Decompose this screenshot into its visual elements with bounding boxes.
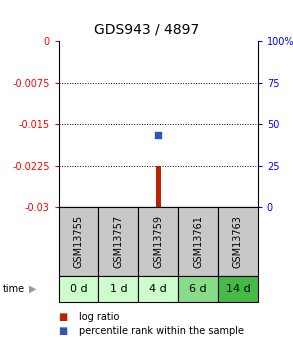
Text: GSM13759: GSM13759 (153, 215, 163, 268)
Bar (98, 207, 138, 276)
Text: GDS943 / 4897: GDS943 / 4897 (94, 22, 199, 37)
Bar (59, 207, 98, 276)
Bar (178, 207, 218, 276)
Bar (218, 207, 258, 276)
Text: 14 d: 14 d (226, 284, 250, 294)
Text: percentile rank within the sample: percentile rank within the sample (79, 326, 244, 336)
Bar (156, 166, 161, 207)
Text: GSM13763: GSM13763 (233, 215, 243, 268)
Text: GSM13761: GSM13761 (193, 215, 203, 268)
Bar (178, 276, 218, 302)
Bar (59, 276, 98, 302)
Text: time: time (3, 284, 25, 294)
Point (156, 132, 161, 138)
Text: ■: ■ (59, 326, 68, 336)
Text: 4 d: 4 d (149, 284, 167, 294)
Bar (138, 276, 178, 302)
Text: log ratio: log ratio (79, 313, 120, 322)
Text: ■: ■ (59, 313, 68, 322)
Text: 1 d: 1 d (110, 284, 127, 294)
Text: 0 d: 0 d (70, 284, 87, 294)
Text: ▶: ▶ (29, 284, 37, 294)
Text: GSM13755: GSM13755 (74, 215, 84, 268)
Text: GSM13757: GSM13757 (113, 215, 123, 268)
Bar (98, 276, 138, 302)
Bar (218, 276, 258, 302)
Bar (138, 207, 178, 276)
Text: 6 d: 6 d (189, 284, 207, 294)
